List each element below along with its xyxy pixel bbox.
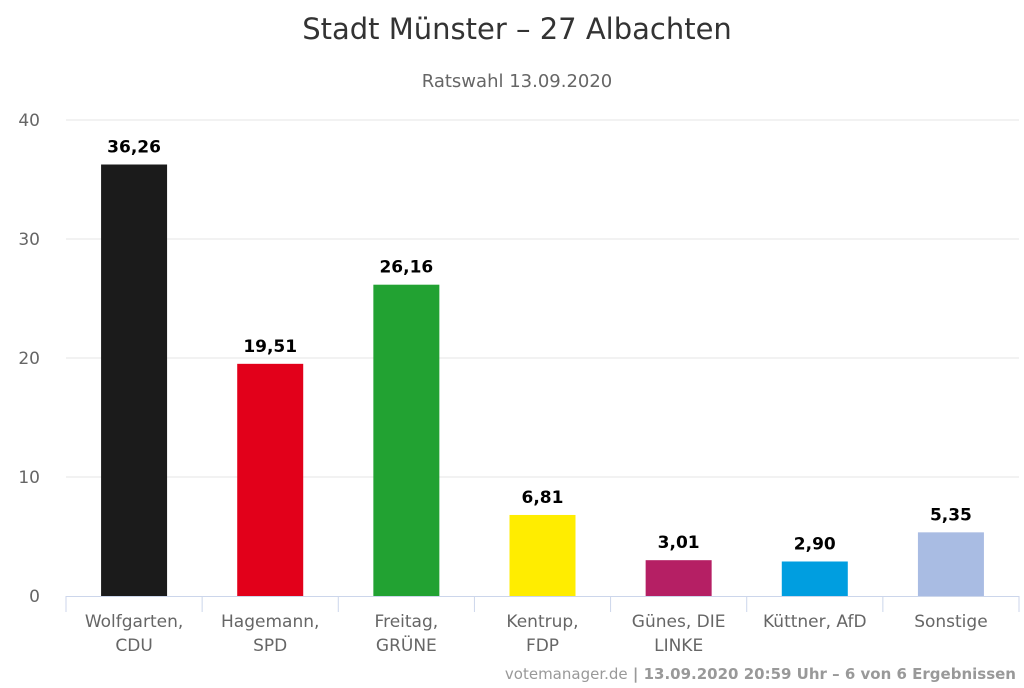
data-label: 5,35 [930, 505, 972, 525]
x-tick-label: Hagemann, SPD [221, 612, 319, 656]
x-tick-label-line: Küttner, AfD [763, 612, 867, 632]
y-tick-label: 40 [18, 111, 40, 131]
bar[interactable] [373, 284, 440, 596]
data-label: 36,26 [107, 138, 161, 158]
x-tick-label-line: Kentrup, [506, 612, 578, 632]
y-tick-label: 20 [18, 349, 40, 369]
bar[interactable] [509, 514, 576, 596]
y-tick-label: 0 [29, 587, 40, 607]
y-axis: 0 10 20 30 40 [18, 111, 40, 607]
data-labels: 36,26 19,51 26,16 6,81 3,01 2,90 5,35 [107, 138, 972, 555]
bar[interactable] [101, 164, 168, 597]
data-label: 19,51 [243, 337, 297, 357]
x-tick-label-line: CDU [115, 636, 152, 656]
data-label: 3,01 [658, 533, 700, 553]
data-label: 2,90 [794, 534, 836, 554]
y-tick-label: 30 [18, 230, 40, 250]
x-tick-label: Wolfgarten, CDU [85, 612, 183, 656]
bars [101, 164, 984, 597]
bar[interactable] [645, 560, 712, 596]
chart-subtitle: Ratswahl 13.09.2020 [422, 71, 613, 92]
x-axis: Wolfgarten, CDU Hagemann, SPD Freitag, GRÜNE K… [65, 596, 1020, 656]
bar[interactable] [781, 561, 848, 596]
x-tick-label-line: Hagemann, [221, 612, 319, 632]
credits[interactable]: votemanager.de | 13.09.2020 20:59 Uhr – … [505, 665, 1016, 684]
x-tick-label: Kentrup, FDP [506, 612, 578, 656]
x-tick-label-line: FDP [526, 636, 559, 656]
bar[interactable] [917, 532, 984, 596]
credits-source[interactable]: votemanager.de [505, 665, 628, 683]
x-tick-label-line: LINKE [654, 636, 703, 656]
x-tick-label-line: Sonstige [914, 612, 987, 632]
x-tick-label: Sonstige [914, 612, 987, 632]
x-tick-label-line: Wolfgarten, [85, 612, 183, 632]
data-label: 6,81 [522, 488, 564, 508]
x-tick-label: Freitag, GRÜNE [375, 612, 439, 656]
x-tick-label-line: GRÜNE [376, 634, 437, 656]
x-tick-label-line: Günes, DIE [632, 612, 726, 632]
x-tick-label: Günes, DIE LINKE [632, 612, 726, 656]
y-tick-label: 10 [18, 468, 40, 488]
x-tick-label: Küttner, AfD [763, 612, 867, 632]
x-tick-label-line: SPD [253, 636, 287, 656]
chart-title: Stadt Münster – 27 Albachten [302, 12, 732, 46]
credits-info: 13.09.2020 20:59 Uhr – 6 von 6 Ergebniss… [644, 665, 1016, 683]
credits-separator: | [628, 665, 644, 684]
data-label: 26,16 [379, 258, 433, 278]
x-tick-label-line: Freitag, [375, 612, 439, 632]
gridlines [66, 119, 1019, 478]
bar[interactable] [237, 363, 304, 596]
